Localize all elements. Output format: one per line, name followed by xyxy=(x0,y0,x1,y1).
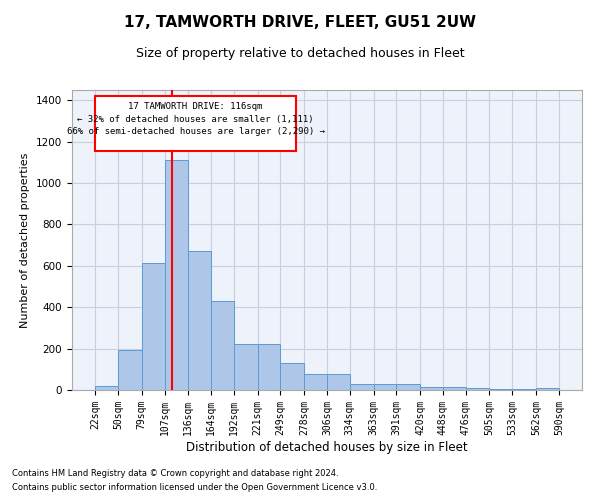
Bar xyxy=(118,350,142,390)
Text: Contains HM Land Registry data © Crown copyright and database right 2024.: Contains HM Land Registry data © Crown c… xyxy=(12,468,338,477)
Bar xyxy=(280,363,304,390)
Bar xyxy=(490,389,512,390)
Bar xyxy=(304,374,327,390)
Y-axis label: Number of detached properties: Number of detached properties xyxy=(20,152,31,328)
Bar xyxy=(443,387,466,390)
Bar xyxy=(234,344,257,390)
Text: ← 32% of detached houses are smaller (1,111): ← 32% of detached houses are smaller (1,… xyxy=(77,115,314,124)
Bar xyxy=(211,301,234,390)
Bar xyxy=(397,384,420,390)
FancyBboxPatch shape xyxy=(95,96,296,151)
Bar xyxy=(512,389,536,390)
Bar xyxy=(164,160,188,390)
Text: 17, TAMWORTH DRIVE, FLEET, GU51 2UW: 17, TAMWORTH DRIVE, FLEET, GU51 2UW xyxy=(124,15,476,30)
Text: 17 TAMWORTH DRIVE: 116sqm: 17 TAMWORTH DRIVE: 116sqm xyxy=(128,102,263,112)
Bar xyxy=(142,263,164,390)
Bar xyxy=(374,384,397,390)
Text: Size of property relative to detached houses in Fleet: Size of property relative to detached ho… xyxy=(136,48,464,60)
Text: 66% of semi-detached houses are larger (2,290) →: 66% of semi-detached houses are larger (… xyxy=(67,127,325,136)
Bar xyxy=(536,388,559,390)
X-axis label: Distribution of detached houses by size in Fleet: Distribution of detached houses by size … xyxy=(186,440,468,454)
Bar xyxy=(420,387,443,390)
Bar xyxy=(327,374,350,390)
Bar xyxy=(466,388,490,390)
Bar xyxy=(188,252,211,390)
Text: Contains public sector information licensed under the Open Government Licence v3: Contains public sector information licen… xyxy=(12,484,377,492)
Bar xyxy=(257,344,280,390)
Bar xyxy=(95,386,118,390)
Bar xyxy=(350,384,374,390)
